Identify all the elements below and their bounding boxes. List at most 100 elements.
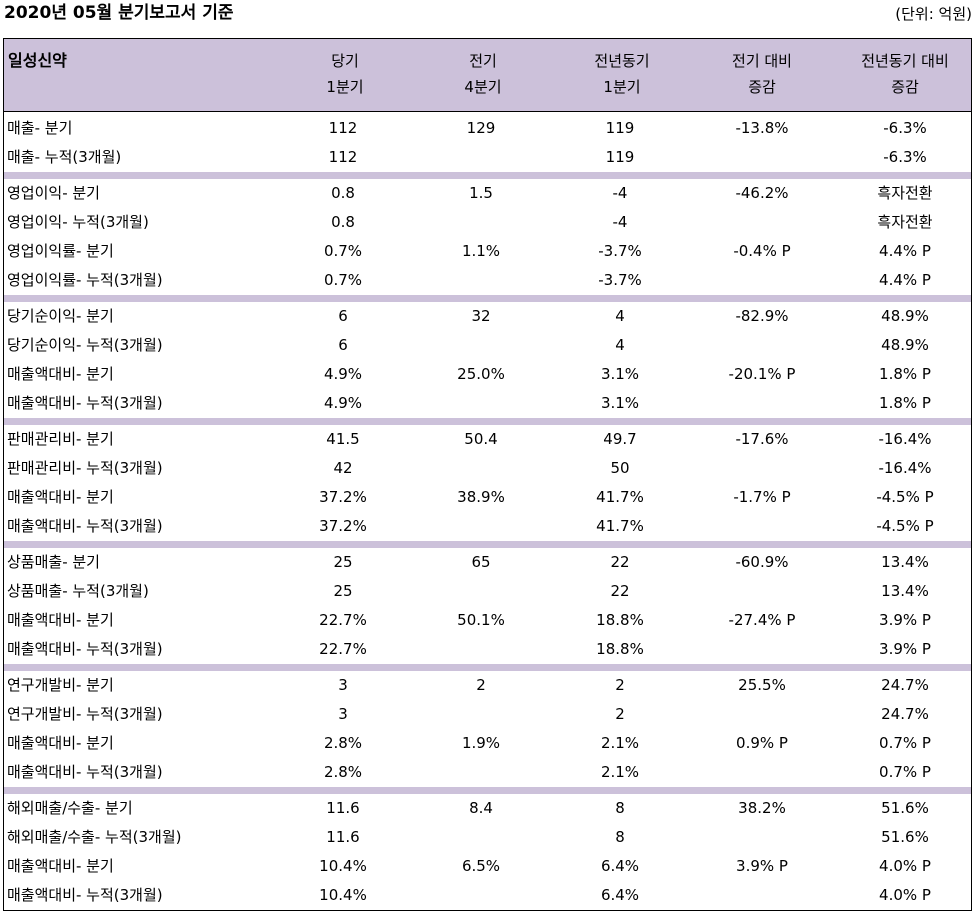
current-q1-value: 3 xyxy=(338,676,348,694)
current-q1-value: 0.7% xyxy=(323,242,363,260)
table-row: 매출액대비- 누적(3개월) 22.7% 18.8% 3.9% P xyxy=(4,635,971,664)
qoq-change-value: -20.1% P xyxy=(728,365,796,383)
prev-year-q1-value: 2.1% xyxy=(600,763,640,781)
qoq-change-value: -17.6% xyxy=(735,430,789,448)
yoy-change-value: 4.4% P xyxy=(879,242,931,260)
yoy-change-value: 13.4% xyxy=(881,553,929,571)
row-label: 영업이익률- 누적(3개월) xyxy=(7,271,163,289)
yoy-change-value: 1.8% P xyxy=(879,365,931,383)
yoy-change-value: -6.3% xyxy=(883,119,927,137)
qoq-change-value: -82.9% xyxy=(735,307,789,325)
row-group: 판매관리비- 분기 41.5 50.4 49.7 -17.6% -16.4% 판매관리비- … xyxy=(4,425,971,541)
table-row: 매출액대비- 분기 4.9% 25.0% 3.1% -20.1% P 1.8% P xyxy=(4,360,971,389)
yoy-change-value: 48.9% xyxy=(881,336,929,354)
table-row: 당기순이익- 누적(3개월) 6 4 48.9% xyxy=(4,331,971,360)
table-row: 영업이익률- 누적(3개월) 0.7% -3.7% 4.4% P xyxy=(4,266,971,295)
row-label: 영업이익- 분기 xyxy=(7,184,100,202)
yoy-change-value: 48.9% xyxy=(881,307,929,325)
prev-year-q1-value: 49.7 xyxy=(603,430,637,448)
prev-year-q1-value: 119 xyxy=(605,119,635,137)
table-row: 상품매출- 누적(3개월) 25 22 13.4% xyxy=(4,577,971,606)
group-separator xyxy=(4,295,971,302)
table-row: 영업이익률- 분기 0.7% 1.1% -3.7% -0.4% P 4.4% P xyxy=(4,237,971,266)
row-label: 매출액대비- 분기 xyxy=(7,857,114,875)
yoy-change-value: 24.7% xyxy=(881,705,929,723)
prev-q4-value: 129 xyxy=(466,119,496,137)
qoq-change-value: -13.8% xyxy=(735,119,789,137)
yoy-change-value: -6.3% xyxy=(883,148,927,166)
table-row: 연구개발비- 누적(3개월) 3 2 24.7% xyxy=(4,700,971,729)
table-header: 일성신약 당기 1분기 전기 4분기 전년동기 1분기 전기 대비 증감 전년동… xyxy=(4,39,971,112)
prev-year-q1-value: -4 xyxy=(612,213,628,231)
yoy-change-value: -16.4% xyxy=(878,430,932,448)
prev-year-q1-value: 3.1% xyxy=(600,394,640,412)
current-q1-value: 2.8% xyxy=(323,734,363,752)
qoq-change-value: -27.4% P xyxy=(728,611,796,629)
prev-year-q1-value: 8 xyxy=(615,828,625,846)
prev-year-q1-value: 6.4% xyxy=(600,886,640,904)
table-row: 매출액대비- 누적(3개월) 2.8% 2.1% 0.7% P xyxy=(4,758,971,787)
prev-year-q1-value: -3.7% xyxy=(598,242,642,260)
yoy-change-value: 1.8% P xyxy=(879,394,931,412)
prev-year-q1-value: 18.8% xyxy=(596,640,644,658)
unit-label: (단위: 억원) xyxy=(895,5,972,23)
row-group: 상품매출- 분기 25 65 22 -60.9% 13.4% 상품매출- 누적(3개월) 25… xyxy=(4,548,971,664)
table-row: 상품매출- 분기 25 65 22 -60.9% 13.4% xyxy=(4,548,971,577)
current-q1-value: 6 xyxy=(338,307,348,325)
table-row: 해외매출/수출- 누적(3개월) 11.6 8 51.6% xyxy=(4,823,971,852)
table-row: 매출액대비- 분기 10.4% 6.5% 6.4% 3.9% P 4.0% P xyxy=(4,852,971,881)
group-separator xyxy=(4,172,971,179)
yoy-change-value: 51.6% xyxy=(881,828,929,846)
prev-year-q1-value: 22 xyxy=(610,582,630,600)
prev-year-q1-value: 50 xyxy=(610,459,630,477)
prev-q4-value: 2 xyxy=(476,676,486,694)
header-prev-year-q1: 전년동기 1분기 xyxy=(594,52,650,96)
table-row: 판매관리비- 누적(3개월) 42 50 -16.4% xyxy=(4,454,971,483)
yoy-change-value: 4.0% P xyxy=(879,886,931,904)
prev-q4-value: 32 xyxy=(471,307,491,325)
current-q1-value: 37.2% xyxy=(319,517,367,535)
row-label: 당기순이익- 분기 xyxy=(7,307,114,325)
qoq-change-value: -46.2% xyxy=(735,184,789,202)
prev-year-q1-value: 18.8% xyxy=(596,611,644,629)
header-prev-q4: 전기 4분기 xyxy=(464,52,502,96)
table-row: 매출액대비- 누적(3개월) 4.9% 3.1% 1.8% P xyxy=(4,389,971,418)
current-q1-value: 22.7% xyxy=(319,611,367,629)
row-label: 상품매출- 누적(3개월) xyxy=(7,582,149,600)
current-q1-value: 112 xyxy=(328,119,358,137)
prev-q4-value: 38.9% xyxy=(457,488,505,506)
prev-year-q1-value: 8 xyxy=(615,799,625,817)
table-row: 영업이익- 분기 0.8 1.5 -4 -46.2% 흑자전환 xyxy=(4,179,971,208)
current-q1-value: 25 xyxy=(333,553,353,571)
prev-q4-value: 8.4 xyxy=(469,799,493,817)
yoy-change-value: -16.4% xyxy=(878,459,932,477)
yoy-change-value: 3.9% P xyxy=(879,640,931,658)
row-label: 매출액대비- 분기 xyxy=(7,734,114,752)
yoy-change-value: 흑자전환 xyxy=(877,213,933,231)
prev-year-q1-value: 2.1% xyxy=(600,734,640,752)
prev-year-q1-value: -4 xyxy=(612,184,628,202)
prev-q4-value: 25.0% xyxy=(457,365,505,383)
table-row: 판매관리비- 분기 41.5 50.4 49.7 -17.6% -16.4% xyxy=(4,425,971,454)
current-q1-value: 11.6 xyxy=(326,828,360,846)
current-q1-value: 6 xyxy=(338,336,348,354)
header-yoy-change: 전년동기 대비 증감 xyxy=(861,52,949,96)
current-q1-value: 0.8 xyxy=(331,213,355,231)
prev-year-q1-value: 41.7% xyxy=(596,488,644,506)
current-q1-value: 4.9% xyxy=(323,365,363,383)
current-q1-value: 112 xyxy=(328,148,358,166)
prev-year-q1-value: 2 xyxy=(615,676,625,694)
yoy-change-value: 3.9% P xyxy=(879,611,931,629)
prev-year-q1-value: 22 xyxy=(610,553,630,571)
current-q1-value: 42 xyxy=(333,459,353,477)
company-name: 일성신약 xyxy=(8,51,67,70)
prev-q4-value: 50.1% xyxy=(457,611,505,629)
qoq-change-value: -0.4% P xyxy=(733,242,791,260)
yoy-change-value: 4.0% P xyxy=(879,857,931,875)
financial-table: 일성신약 당기 1분기 전기 4분기 전년동기 1분기 전기 대비 증감 전년동… xyxy=(3,38,972,911)
prev-q4-value: 65 xyxy=(471,553,491,571)
row-group: 영업이익- 분기 0.8 1.5 -4 -46.2% 흑자전환 영업이익- 누적(3개월) 0… xyxy=(4,179,971,295)
yoy-change-value: -4.5% P xyxy=(876,517,934,535)
current-q1-value: 3 xyxy=(338,705,348,723)
row-label: 판매관리비- 분기 xyxy=(7,430,114,448)
